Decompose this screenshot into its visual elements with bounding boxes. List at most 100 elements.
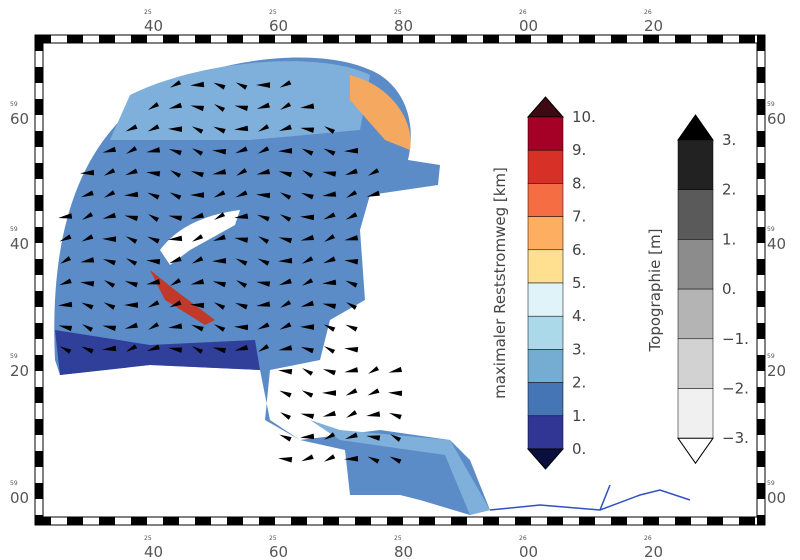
- colorbar-bin: [527, 116, 564, 151]
- frame-tick: [291, 517, 307, 525]
- current-arrow: [256, 192, 271, 199]
- lon-label: 00: [519, 17, 538, 35]
- current-arrow: [257, 258, 270, 266]
- current-arrow: [344, 259, 359, 265]
- current-arrow: [234, 105, 249, 111]
- current-arrow: [324, 346, 336, 354]
- current-arrow: [301, 256, 314, 264]
- colorbar-label: 10.: [572, 108, 596, 126]
- colorbar-label: 3.: [572, 340, 586, 358]
- current-arrow: [190, 302, 205, 309]
- current-arrow: [148, 102, 160, 110]
- frame-tick: [355, 35, 371, 43]
- current-arrow: [300, 347, 314, 354]
- lat-label: 60: [10, 110, 29, 128]
- lon-label-minor: 25: [144, 535, 152, 542]
- current-arrow: [60, 256, 72, 264]
- shallow-area: [110, 61, 370, 140]
- lat-label: 00: [10, 489, 29, 507]
- frame-tick: [757, 195, 765, 211]
- current-arrow: [168, 235, 183, 242]
- current-arrow: [367, 168, 380, 176]
- current-arrow: [80, 169, 95, 176]
- current-arrow: [301, 192, 314, 200]
- colorbar-bin: [677, 338, 714, 389]
- frame-tick: [99, 35, 115, 43]
- current-arrow: [234, 324, 249, 331]
- current-arrow: [191, 324, 204, 332]
- current-arrow: [322, 279, 337, 286]
- current-arrow: [278, 345, 293, 351]
- current-arrow: [300, 413, 315, 420]
- colorbar-bin: [677, 288, 714, 340]
- current-arrow: [302, 170, 314, 178]
- frame-tick: [579, 35, 595, 43]
- current-arrow: [59, 346, 72, 354]
- current-arrow: [192, 346, 204, 354]
- lat-label-minor: 59: [767, 353, 775, 360]
- current-arrow: [300, 300, 314, 307]
- current-arrow: [235, 258, 248, 266]
- frame-tick: [757, 451, 765, 467]
- lon-label: 60: [269, 17, 288, 35]
- current-arrow: [323, 454, 336, 462]
- current-arrow: [125, 168, 138, 176]
- current-arrow: [81, 234, 94, 242]
- current-arrow: [102, 236, 117, 242]
- current-arrow: [322, 410, 336, 417]
- colorbar-label: −2.: [722, 380, 749, 398]
- lat-label: 60: [767, 110, 786, 128]
- current-arrow: [279, 192, 292, 200]
- current-arrow: [236, 280, 248, 288]
- current-arrow: [212, 281, 227, 288]
- current-arrow: [58, 325, 73, 332]
- frame-tick: [131, 517, 147, 525]
- colorbar-bin: [677, 388, 714, 439]
- frame-tick: [451, 517, 467, 525]
- frame-tick: [707, 517, 723, 525]
- frame-tick: [99, 517, 115, 525]
- current-arrow: [59, 234, 72, 242]
- colorbar-label: 7.: [572, 208, 586, 226]
- current-arrow: [147, 300, 160, 308]
- current-arrow: [168, 148, 182, 156]
- current-arrow: [301, 454, 314, 462]
- frame-tick: [675, 35, 691, 43]
- current-arrow: [300, 127, 315, 133]
- current-arrow: [124, 302, 139, 308]
- current-arrow: [235, 190, 248, 198]
- colorbar-under: [677, 437, 714, 465]
- current-arrow: [256, 102, 270, 109]
- current-arrow: [323, 212, 336, 220]
- frame-tick: [515, 35, 531, 43]
- current-arrow: [280, 300, 292, 308]
- current-arrow: [257, 124, 270, 132]
- current-arrow: [345, 280, 358, 288]
- lon-label-minor: 25: [269, 535, 277, 542]
- current-arrow: [102, 345, 117, 352]
- current-arrow: [82, 324, 94, 332]
- colorbar-label: −1.: [722, 330, 749, 348]
- current-arrow: [278, 171, 293, 178]
- frame-tick: [757, 131, 765, 147]
- map-area: [54, 57, 691, 515]
- current-arrow: [236, 168, 248, 176]
- frame-tick: [739, 517, 755, 525]
- current-arrow: [367, 456, 380, 464]
- current-arrow: [257, 146, 270, 154]
- current-arrow: [322, 369, 336, 376]
- current-arrow: [366, 190, 380, 197]
- lon-label-minor: 25: [269, 9, 277, 16]
- current-arrow: [212, 148, 227, 155]
- colorbar-label: 0.: [572, 440, 586, 458]
- frame-tick: [195, 35, 211, 43]
- current-arrow: [235, 302, 248, 310]
- colorbar-bin: [527, 415, 564, 450]
- frame-tick: [35, 195, 43, 211]
- colorbar-label: 1.: [572, 407, 586, 425]
- current-arrow: [80, 257, 95, 263]
- frame-tick: [291, 35, 307, 43]
- lon-label: 20: [644, 543, 663, 560]
- current-arrow: [80, 281, 95, 287]
- high-current: [350, 75, 411, 150]
